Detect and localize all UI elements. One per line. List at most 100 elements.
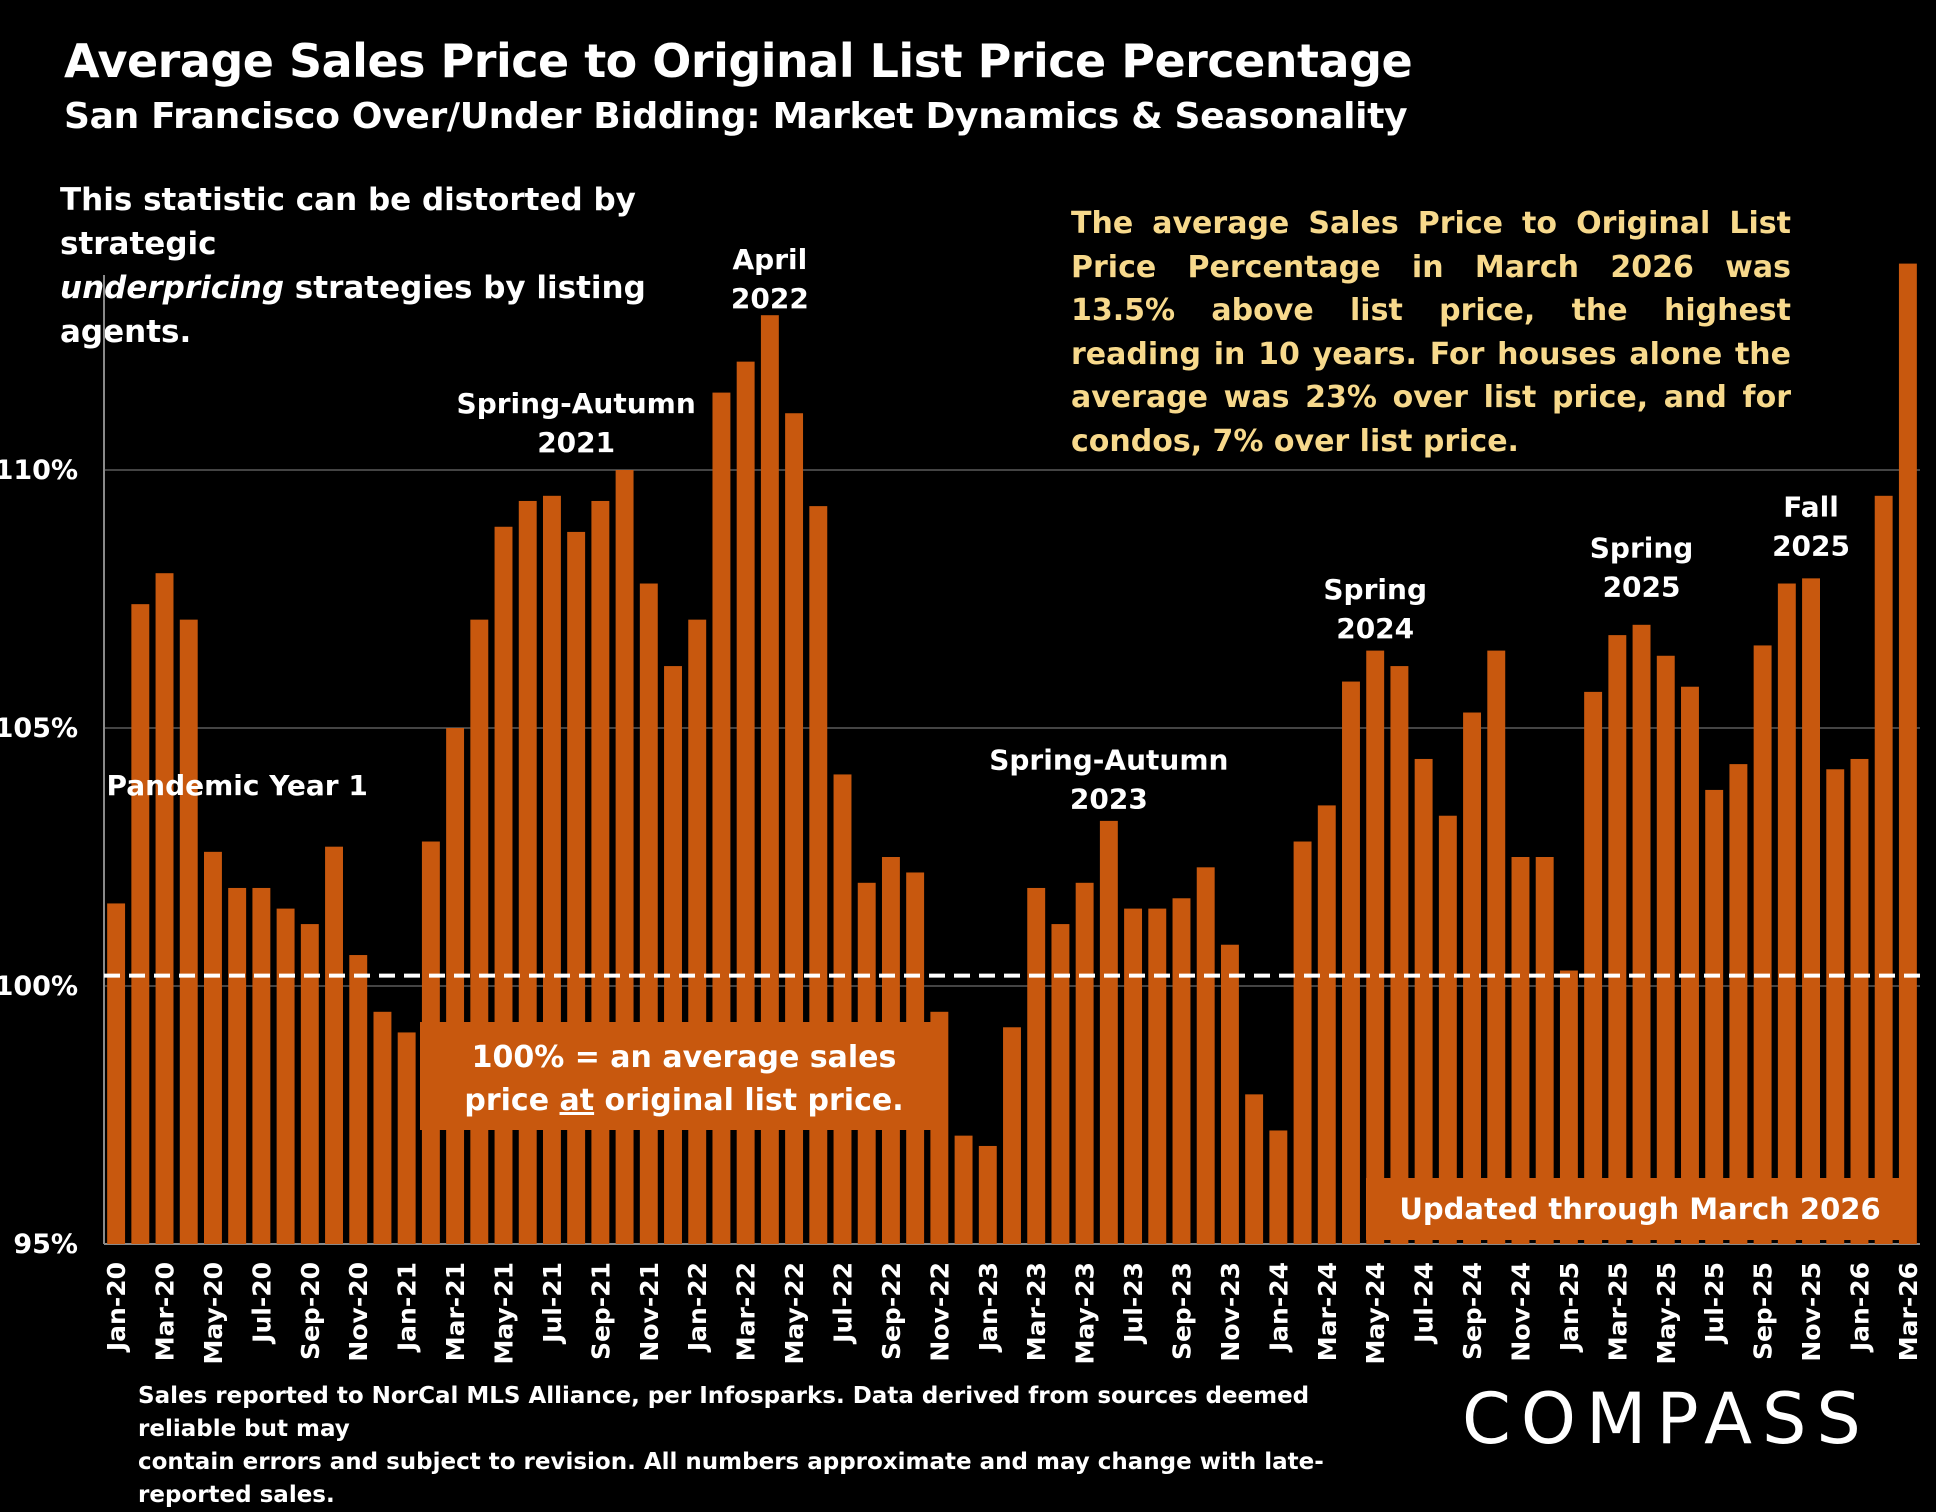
bar — [179, 619, 198, 1244]
x-tick-label: Mar-20 — [151, 1262, 180, 1361]
march-2026-summary: The average Sales Price to Original List… — [1071, 206, 1791, 459]
x-tick-label: Jan-20 — [102, 1262, 131, 1353]
x-tick-label: May-21 — [490, 1262, 519, 1364]
updated-through-callout: Updated through March 2026 — [1366, 1178, 1914, 1240]
bar — [1777, 583, 1796, 1244]
bar — [1075, 882, 1094, 1244]
bar — [1220, 944, 1239, 1244]
compass-logo: COMPASS — [1462, 1378, 1871, 1460]
x-tick-label: Sep-21 — [586, 1262, 615, 1360]
annotation-label: Spring — [1590, 532, 1694, 565]
bar — [1898, 263, 1917, 1245]
x-tick-label: Mar-22 — [732, 1262, 761, 1361]
x-tick-label: Sep-20 — [296, 1262, 325, 1360]
bar — [470, 619, 489, 1244]
annotation-label: Fall — [1783, 490, 1839, 523]
x-tick-label: Jul-22 — [829, 1262, 858, 1345]
bar — [833, 774, 852, 1244]
y-tick-label: 95% — [13, 1229, 78, 1260]
bar — [1559, 970, 1578, 1244]
distortion-note-italic: underpricing — [60, 270, 285, 306]
bar — [1632, 624, 1651, 1244]
bar — [688, 619, 707, 1244]
bar — [155, 573, 174, 1244]
x-tick-label: May-22 — [780, 1262, 809, 1364]
x-tick-label: Jul-21 — [538, 1262, 567, 1345]
x-tick-label: Jan-22 — [683, 1262, 712, 1353]
bar — [446, 728, 465, 1244]
x-tick-label: Nov-21 — [635, 1262, 664, 1362]
y-tick-label: 100% — [0, 971, 78, 1002]
bar — [954, 1135, 973, 1244]
x-tick-label: Nov-24 — [1506, 1262, 1535, 1362]
bar — [300, 924, 319, 1244]
bar — [1681, 686, 1699, 1244]
bar — [664, 666, 682, 1244]
bar — [591, 500, 610, 1245]
x-tick-label: Mar-21 — [441, 1262, 470, 1361]
y-tick-label: 105% — [0, 713, 78, 744]
bar — [494, 526, 513, 1244]
bar — [1850, 758, 1869, 1244]
distortion-note-rest: strategies by listing agents. — [60, 270, 646, 350]
bar — [228, 887, 247, 1244]
x-tick-label: Mar-23 — [1022, 1262, 1051, 1361]
bar — [1656, 655, 1675, 1244]
source-footnote: Sales reported to NorCal MLS Alliance, p… — [138, 1380, 1398, 1512]
bar — [1051, 924, 1070, 1244]
bar — [1535, 857, 1554, 1244]
bar — [1753, 645, 1772, 1244]
bar — [1027, 887, 1046, 1244]
x-tick-label: May-20 — [199, 1262, 228, 1364]
x-tick-label: Sep-25 — [1749, 1262, 1778, 1360]
x-tick-label: Jul-20 — [247, 1262, 276, 1345]
x-tick-label: Jul-25 — [1700, 1262, 1729, 1345]
annotation-label: Spring — [1323, 573, 1427, 606]
bar — [639, 583, 658, 1244]
x-tick-label: May-24 — [1361, 1262, 1390, 1364]
x-tick-label: Jan-26 — [1845, 1262, 1874, 1353]
callout-100-underlined: at — [559, 1083, 595, 1118]
bar — [397, 1032, 416, 1244]
annotation-label: 2023 — [1070, 782, 1148, 815]
x-tick-label: Jan-23 — [974, 1262, 1003, 1353]
annotation-label: Pandemic Year 1 — [106, 769, 367, 802]
bar — [1414, 758, 1433, 1244]
bar — [1874, 495, 1893, 1244]
annotation-label: 2025 — [1603, 571, 1681, 604]
x-tick-label: Jul-23 — [1119, 1262, 1148, 1345]
callout-100-post: original list price. — [594, 1083, 904, 1118]
bar — [567, 531, 586, 1244]
y-tick-label: 110% — [0, 455, 78, 486]
bar — [1802, 578, 1820, 1244]
bar — [1584, 691, 1603, 1244]
bar — [1608, 635, 1627, 1244]
x-tick-label: Sep-22 — [877, 1262, 906, 1360]
bar — [1245, 1094, 1264, 1244]
x-tick-label: May-23 — [1071, 1262, 1100, 1364]
bar — [1172, 898, 1191, 1244]
distortion-note-line1: This statistic can be distorted by strat… — [60, 182, 636, 262]
annotation-label: Spring-Autumn — [989, 743, 1228, 776]
bar — [276, 908, 295, 1244]
footnote-line1: Sales reported to NorCal MLS Alliance, p… — [138, 1383, 1310, 1442]
footnote-line2: contain errors and subject to revision. … — [138, 1449, 1324, 1508]
x-tick-label: Jul-24 — [1410, 1262, 1439, 1345]
annotation-label: Spring-Autumn — [457, 387, 696, 420]
bar — [809, 506, 828, 1244]
x-tick-label: Mar-24 — [1313, 1262, 1342, 1361]
x-tick-label: Sep-24 — [1458, 1262, 1487, 1360]
bar — [1366, 650, 1385, 1244]
callout-100-pre: price — [464, 1083, 560, 1118]
bar — [1342, 681, 1360, 1244]
bar — [1487, 650, 1506, 1244]
bar — [325, 846, 343, 1244]
x-tick-label: Mar-26 — [1894, 1262, 1923, 1361]
bar — [1826, 769, 1845, 1244]
x-tick-label: Jan-25 — [1555, 1262, 1584, 1353]
bar — [252, 887, 271, 1244]
annotation-label: April — [733, 243, 808, 276]
x-tick-label: Nov-20 — [344, 1262, 373, 1362]
chart-subtitle: San Francisco Over/Under Bidding: Market… — [64, 96, 1408, 137]
annotation-label: 2025 — [1772, 529, 1850, 562]
